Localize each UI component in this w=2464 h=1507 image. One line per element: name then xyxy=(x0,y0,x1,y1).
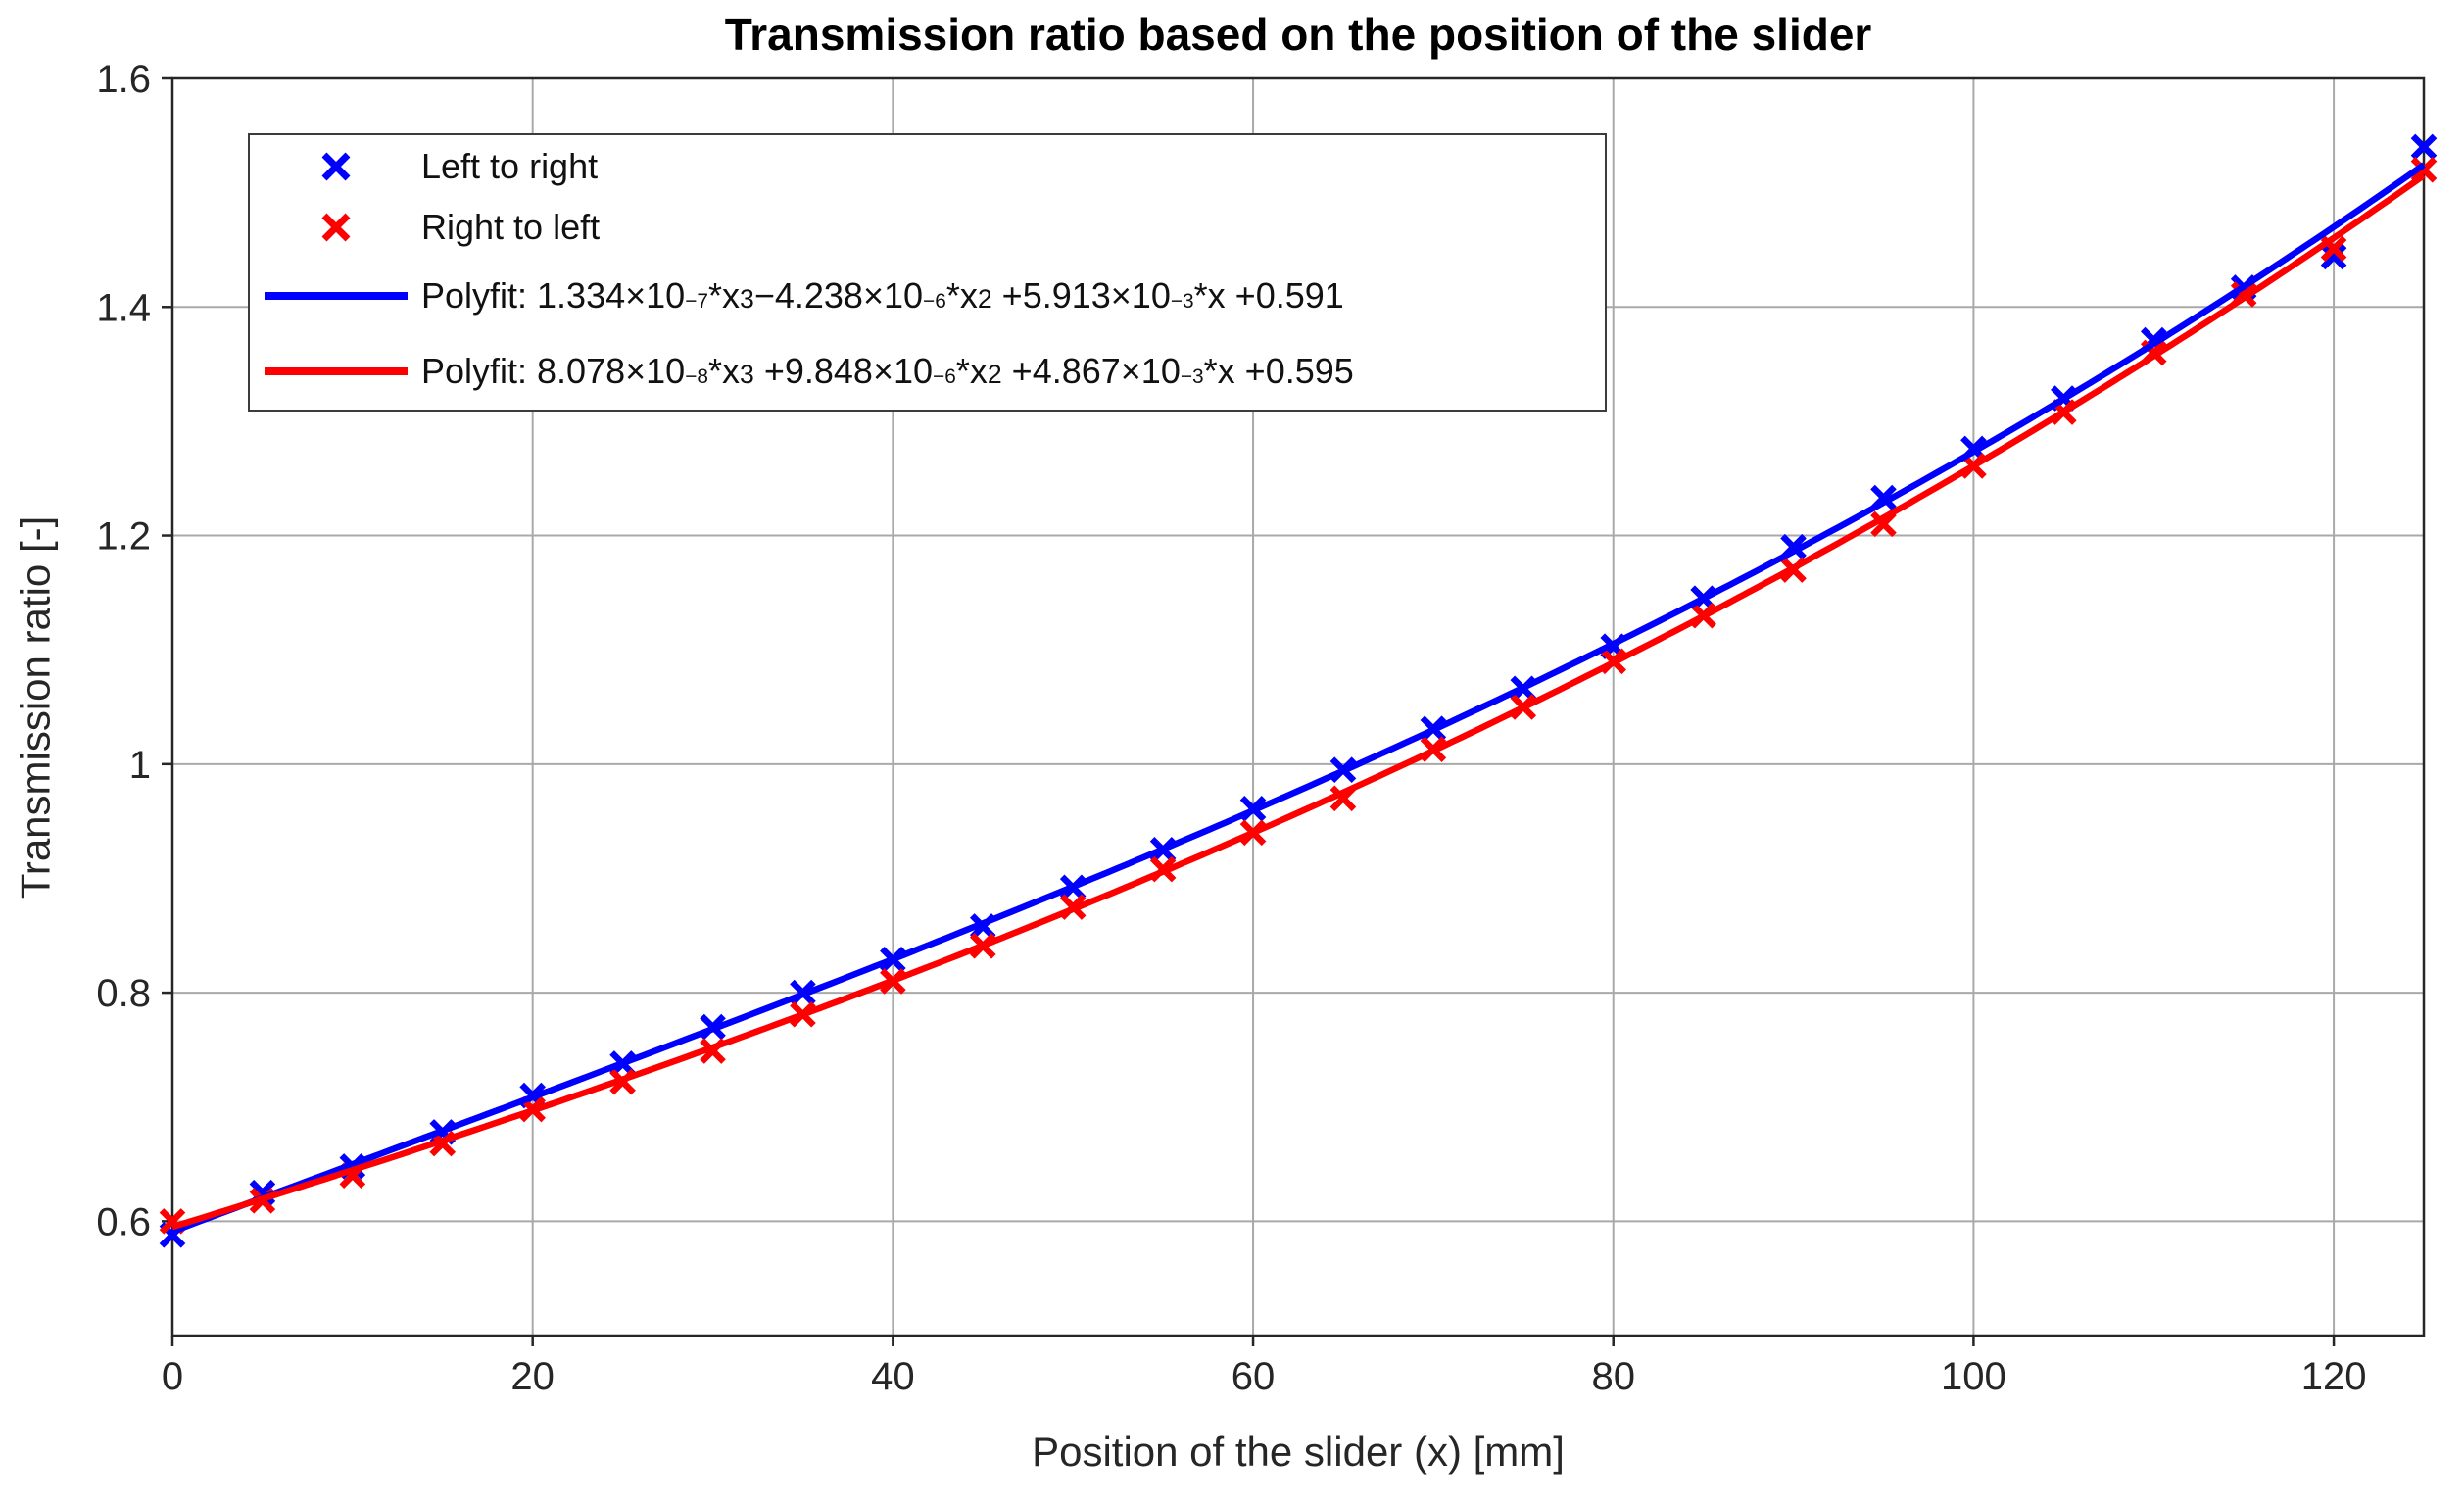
legend-entry-2: Polyfit: 1.334×10−7*x3−4.238×10−6*x2 +5.… xyxy=(250,258,1605,333)
legend: Left to right Right to left Polyfit: 1.334… xyxy=(248,133,1607,412)
legend-entry-label: Polyfit: 8.078×10−8*x3 +9.848×10−6*x2 +4… xyxy=(421,350,1354,391)
legend-x-marker-icon xyxy=(250,210,421,245)
series-fitline-3 xyxy=(171,172,2426,1231)
y-tick-labels: 0.6 0.8 1 1.2 1.4 1.6 xyxy=(96,58,151,1243)
chart-title: Transmission ratio based on the position… xyxy=(724,9,1872,60)
legend-line-swatch xyxy=(250,366,421,375)
svg-text:0.6: 0.6 xyxy=(96,1200,151,1243)
legend-entry-3: Polyfit: 8.078×10−8*x3 +9.848×10−6*x2 +4… xyxy=(250,333,1605,409)
axes-box xyxy=(170,76,2426,1337)
legend-entry-1: Right to left xyxy=(250,197,1605,258)
legend-entry-label: Left to right xyxy=(421,146,599,186)
svg-text:40: 40 xyxy=(871,1355,915,1398)
series-fitline-2 xyxy=(170,162,2426,1235)
legend-entry-0: Left to right xyxy=(250,136,1605,197)
legend-entry-label: Right to left xyxy=(421,207,601,247)
tick-marks xyxy=(162,76,2336,1346)
x-axis-label: Position of the slider (x) [mm] xyxy=(1032,1429,1565,1475)
svg-text:0.8: 0.8 xyxy=(96,972,151,1015)
svg-text:80: 80 xyxy=(1591,1355,1635,1398)
legend-entry-label: Polyfit: 1.334×10−7*x3−4.238×10−6*x2 +5.… xyxy=(421,274,1344,316)
svg-text:120: 120 xyxy=(2301,1355,2367,1398)
svg-text:1.2: 1.2 xyxy=(96,515,151,559)
svg-text:1.6: 1.6 xyxy=(96,58,151,101)
svg-text:60: 60 xyxy=(1232,1355,1276,1398)
svg-text:1.4: 1.4 xyxy=(96,286,151,329)
y-axis-label: Transmission ratio [-] xyxy=(12,515,58,899)
svg-text:1: 1 xyxy=(129,744,151,787)
svg-text:20: 20 xyxy=(510,1355,555,1398)
legend-x-marker-icon xyxy=(250,149,421,184)
legend-line-swatch xyxy=(250,291,421,300)
svg-text:100: 100 xyxy=(1941,1355,2006,1398)
x-tick-labels: 0 20 40 60 80 100 120 xyxy=(162,1355,2367,1398)
svg-text:0: 0 xyxy=(162,1355,183,1398)
